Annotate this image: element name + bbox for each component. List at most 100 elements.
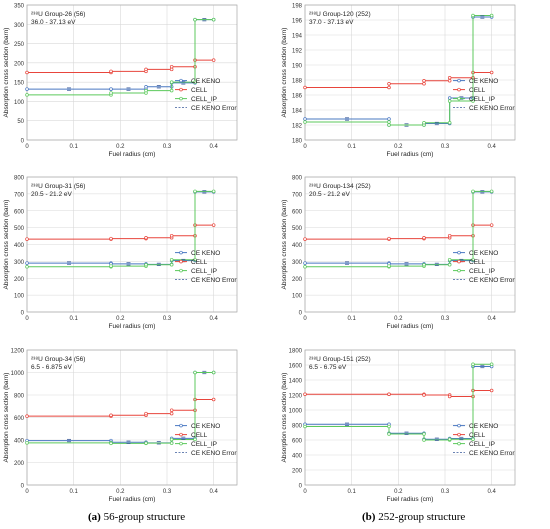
x-tick-label: 0.3 (441, 144, 450, 150)
x-tick-label: 0.4 (209, 316, 218, 322)
data-point (447, 96, 452, 100)
legend-marker (179, 250, 183, 255)
data-point (25, 87, 29, 91)
y-tick-label: 188 (292, 79, 303, 85)
y-tick-label: 400 (292, 243, 303, 249)
legend-marker (457, 423, 461, 428)
y-tick-label: 800 (292, 176, 303, 182)
y-tick-label: 1200 (11, 349, 25, 355)
y-tick-label: 0 (21, 139, 25, 145)
data-point (211, 17, 216, 22)
data-point (144, 411, 148, 416)
legend-label: CELL_IP (469, 268, 495, 275)
legend-marker (179, 87, 183, 92)
data-point (447, 75, 452, 80)
data-point (471, 437, 475, 442)
y-tick-label: 700 (14, 192, 25, 198)
y-tick-label: 1600 (289, 364, 303, 370)
data-point (447, 394, 452, 399)
legend-label: CELL (191, 87, 208, 94)
y-tick-label: 150 (14, 81, 25, 87)
chart-subtitle: 37.0 - 37.13 eV (309, 19, 354, 26)
y-axis-label: Absorption cross section (barn) (281, 373, 288, 463)
data-point (489, 362, 494, 367)
y-tick-label: 184 (292, 109, 303, 115)
legend: CE KENO CELL CELL_IP CE KENO Error (453, 78, 515, 112)
legend-label: CE KENO Error (469, 450, 515, 457)
data-point (144, 441, 148, 445)
legend-label: CE KENO (191, 78, 220, 85)
chart-title: ²³⁸U Group-151 (252) (309, 356, 371, 363)
y-tick-label: 100 (14, 100, 25, 106)
legend-marker (179, 432, 183, 437)
y-tick-label: 0 (299, 484, 303, 490)
y-tick-label: 800 (292, 424, 303, 430)
y-tick-label: 700 (292, 192, 303, 198)
legend-label: CE KENO Error (469, 277, 515, 284)
data-point (447, 120, 452, 125)
data-point (25, 237, 29, 241)
legend-label: CE KENO (469, 250, 498, 257)
data-point (447, 263, 452, 267)
x-axis-label: Fuel radius (cm) (387, 496, 434, 503)
data-point (447, 257, 452, 262)
y-tick-label: 186 (292, 94, 303, 100)
y-tick-label: 600 (14, 209, 25, 215)
y-tick-label: 198 (292, 4, 303, 10)
data-point (303, 117, 307, 121)
plot-frame (304, 349, 516, 486)
legend-label: CELL (469, 432, 486, 439)
data-point (169, 437, 174, 442)
y-axis-label: Absorption cross section (barn) (281, 200, 288, 290)
data-point (422, 393, 426, 397)
y-tick-label: 100 (14, 294, 25, 300)
chart-title: ²³⁸U Group-34 (56) (31, 356, 85, 363)
legend: CE KENO CELL CELL_IP CE KENO Error (175, 78, 237, 112)
legend-label: CE KENO (469, 78, 498, 85)
legend-marker (179, 268, 183, 273)
legend-marker (179, 78, 183, 83)
data-point (303, 392, 307, 397)
data-point (193, 17, 197, 22)
data-point (489, 388, 494, 393)
data-point (422, 236, 426, 240)
y-axis-label: Absorption cross section (barn) (3, 200, 10, 290)
x-tick-label: 0.2 (394, 316, 403, 322)
data-point (471, 189, 475, 194)
y-tick-label: 200 (14, 277, 25, 283)
x-tick-label: 0.1 (347, 144, 356, 150)
plot-frame (26, 176, 238, 313)
y-tick-label: 180 (292, 139, 303, 145)
y-tick-label: 400 (292, 454, 303, 460)
data-point (422, 432, 426, 436)
x-tick-label: 0.1 (347, 316, 356, 322)
data-point (109, 264, 113, 268)
data-point (471, 362, 475, 367)
data-point (447, 233, 452, 238)
data-point (25, 70, 29, 75)
y-tick-label: 200 (14, 461, 25, 467)
x-tick-label: 0.3 (441, 489, 450, 495)
chart-subtitle: 20.5 - 21.2 eV (31, 191, 72, 198)
chart-panel-6: 0 200 400 600 800 1000 1200 1400 1600 1800 0 0.1 0.2… (281, 349, 516, 503)
legend-label: CE KENO Error (191, 277, 237, 284)
x-axis-label: Fuel radius (cm) (109, 323, 156, 330)
y-tick-label: 0 (21, 311, 25, 317)
chart-panel-2: 180 182 184 186 188 190 192 194 196 198 0 0.1 0.2 0.3… (281, 4, 516, 158)
legend-marker (457, 268, 461, 273)
legend: CE KENO CELL CELL_IP CE KENO Error (453, 250, 515, 284)
data-point (303, 85, 307, 90)
legend-label: CELL_IP (191, 268, 217, 275)
x-tick-label: 0.1 (347, 489, 356, 495)
legend: CE KENO CELL CELL_IP CE KENO Error (175, 423, 237, 457)
y-tick-label: 200 (292, 469, 303, 475)
data-point (387, 264, 391, 268)
data-point (169, 257, 174, 262)
y-tick-label: 350 (14, 4, 25, 10)
data-point (25, 414, 29, 418)
chart-panel-1: 0 50 100 150 200 250 300 350 0 0.1 0.2 0.3 0.4 Fuel r… (3, 4, 238, 158)
legend-marker (457, 96, 461, 101)
x-tick-label: 0 (25, 144, 29, 150)
x-axis-label: Fuel radius (cm) (387, 151, 434, 158)
chart-title: ²³⁸U Group-26 (56) (31, 11, 85, 18)
